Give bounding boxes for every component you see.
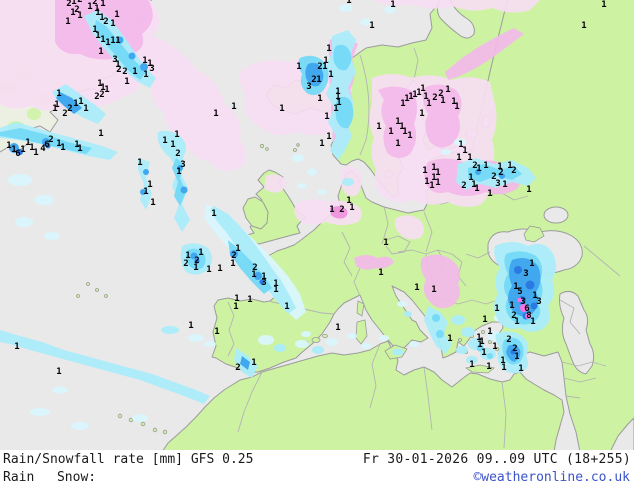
africa-land — [162, 340, 565, 450]
rain-norway-core-north — [333, 44, 352, 71]
europe-precipitation-map — [0, 0, 634, 450]
rain-gibraltar-core — [240, 356, 250, 370]
rain-iceland-south-band — [52, 84, 106, 124]
caption-bar: Rain/Snowfall rate [mm] GFS 0.25 Fr 30-0… — [0, 450, 634, 490]
mallorca-island — [311, 337, 321, 343]
snow-carpathians — [394, 215, 424, 240]
snow-barents — [372, 0, 540, 13]
snow-germany-spots — [330, 206, 348, 219]
rain-north-sea-spots — [292, 154, 354, 195]
title-row: Rain/Snowfall rate [mm] GFS 0.25 Fr 30-0… — [0, 451, 634, 468]
rain-band-tail — [157, 130, 186, 160]
rain-spot — [230, 250, 238, 258]
snow-balkans — [420, 254, 460, 309]
sea-of-azov — [543, 206, 569, 224]
crete-island — [464, 364, 495, 374]
rain-heavy-spot — [194, 258, 200, 264]
snow-scale-label: Snow: — [56, 470, 97, 485]
rain-spot — [143, 169, 149, 175]
corsica-island — [356, 300, 365, 317]
rain-areas — [0, 4, 556, 430]
rain-norway-core-south — [335, 96, 354, 129]
rain-jan-mayen-core — [305, 62, 324, 87]
caspian-sea — [559, 290, 595, 375]
rain-portugal-band — [210, 206, 296, 314]
crimea-peninsula — [523, 225, 545, 243]
rain-spot — [128, 52, 136, 60]
rain-spain-med-spots — [258, 331, 338, 354]
ireland-land — [242, 196, 269, 230]
rain-spot — [9, 143, 19, 153]
rain-west-russia-core — [468, 164, 522, 182]
rain-spot — [432, 314, 440, 322]
rain-extreme-magenta-spot — [517, 297, 523, 303]
rain-streak-b-core — [172, 158, 186, 206]
rain-spot — [190, 252, 198, 260]
copyright-link[interactable]: ©weatheronline.co.uk — [473, 470, 630, 485]
menorca-island — [322, 333, 328, 338]
rain-spot — [180, 186, 188, 194]
rain-heavy-spot — [45, 143, 51, 149]
snow-netherlands-germany — [294, 199, 362, 225]
snow-uk-north — [264, 174, 286, 193]
map-title: Rain/Snowfall rate [mm] GFS 0.25 — [3, 452, 254, 467]
rain-barents-spots — [339, 4, 396, 26]
rain-heavy-spot — [259, 279, 265, 285]
rain-greenland-tip-core — [94, 20, 146, 80]
rain-heavy-spot — [510, 349, 516, 355]
rain-central-med-spots — [347, 301, 419, 356]
white-sea — [436, 0, 475, 39]
rain-heavy-spot — [17, 149, 23, 155]
rain-midatlantic-pale-blobs — [8, 174, 60, 240]
snow-iceland-band — [145, 35, 246, 171]
red-sea — [610, 417, 634, 450]
rain-spot — [140, 189, 146, 195]
rain-spot — [116, 36, 124, 44]
rain-heavy-spot — [525, 280, 535, 290]
rain-extreme-magenta-spot — [525, 313, 531, 319]
legend-row: Rain Snow: ©weatheronline.co.uk — [0, 470, 634, 488]
rain-heavy-spot — [530, 302, 538, 310]
rain-scale-label: Rain — [3, 470, 35, 485]
rain-spot — [475, 169, 481, 175]
snow-russia-diagonal-band — [445, 28, 524, 80]
rain-sw-long-streak — [0, 330, 210, 404]
rain-ionian-greece — [424, 306, 452, 354]
faroe-shetland-islands — [259, 143, 300, 152]
azores-islands — [76, 282, 108, 298]
rain-extreme-magenta-spot — [520, 304, 528, 312]
rain-spot — [436, 330, 444, 338]
rain-spot — [254, 272, 262, 280]
snow-nw-russia — [422, 84, 462, 148]
map-datetime: Fr 30-01-2026 09..09 UTC (18+255) — [362, 452, 631, 467]
snow-sweden-finland — [378, 86, 417, 158]
rain-spot — [140, 63, 148, 71]
rain-spot — [177, 165, 183, 171]
rain-iceland-south-core — [56, 92, 82, 114]
rain-streak-a — [138, 158, 152, 210]
rain-spot — [499, 173, 505, 179]
rain-sw-scatter — [30, 326, 216, 430]
rain-baltic-spots — [441, 138, 466, 155]
rain-heavy-spot — [514, 266, 522, 274]
canary-islands — [117, 413, 168, 435]
snow-alps — [354, 255, 394, 270]
